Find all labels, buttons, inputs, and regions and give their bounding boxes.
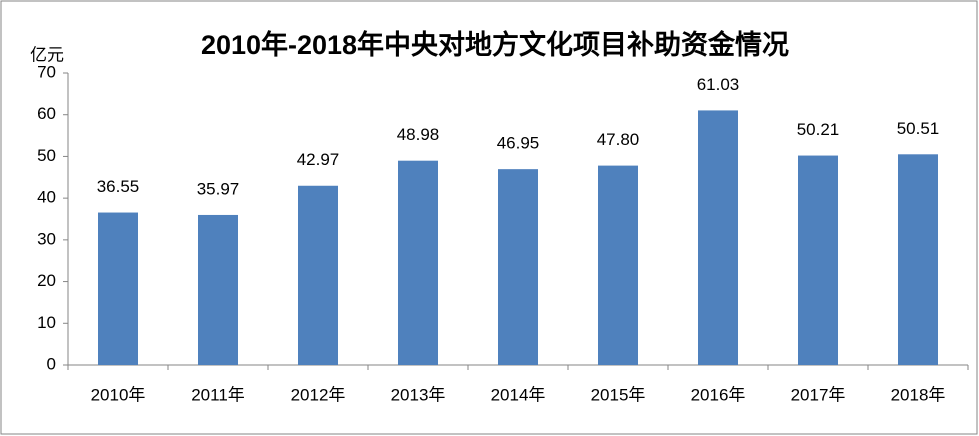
y-tick-label: 50	[37, 146, 56, 165]
data-label: 50.51	[897, 119, 940, 138]
data-label: 61.03	[697, 75, 740, 94]
x-tick-label: 2013年	[391, 385, 446, 404]
y-axis-label: 亿元	[30, 45, 64, 64]
x-tick-label: 2010年	[91, 385, 146, 404]
data-label: 36.55	[97, 177, 140, 196]
data-label: 50.21	[797, 120, 840, 139]
x-tick-label: 2018年	[891, 385, 946, 404]
x-tick-label: 2012年	[291, 385, 346, 404]
x-tick-label: 2017年	[791, 385, 846, 404]
data-label: 47.80	[597, 130, 640, 149]
x-tick-label: 2016年	[691, 385, 746, 404]
bar	[698, 110, 738, 365]
y-tick-label: 30	[37, 229, 56, 248]
y-tick-label: 60	[37, 104, 56, 123]
y-tick-label: 10	[37, 313, 56, 332]
bar	[898, 154, 938, 365]
bar	[798, 155, 838, 365]
bar	[98, 212, 138, 365]
y-tick-label: 70	[37, 62, 56, 81]
bar	[398, 160, 438, 365]
bar	[298, 185, 338, 365]
y-tick-label: 0	[47, 354, 56, 373]
y-tick-label: 20	[37, 271, 56, 290]
bar	[198, 214, 238, 365]
y-tick-label: 40	[37, 188, 56, 207]
chart-title: 2010年-2018年中央对地方文化项目补助资金情况	[201, 29, 789, 60]
bar	[498, 169, 538, 365]
x-tick-label: 2015年	[591, 385, 646, 404]
bar	[598, 165, 638, 365]
data-label: 48.98	[397, 125, 440, 144]
x-tick-label: 2011年	[191, 385, 245, 404]
data-label: 35.97	[197, 179, 240, 198]
data-label: 42.97	[297, 150, 340, 169]
data-label: 46.95	[497, 134, 540, 153]
x-tick-label: 2014年	[491, 385, 546, 404]
